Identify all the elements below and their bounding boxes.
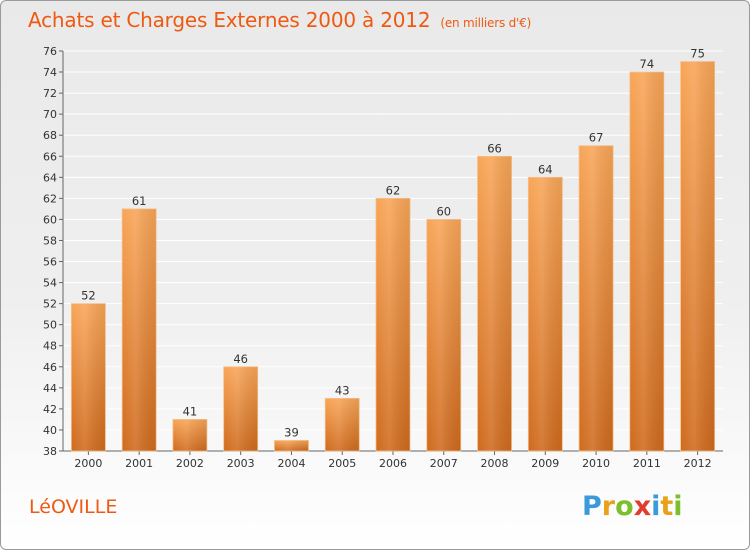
y-tick-label: 52	[43, 298, 57, 311]
data-label: 52	[81, 289, 96, 303]
data-label: 74	[640, 57, 655, 71]
x-tick-label: 2004	[277, 457, 305, 470]
bar-sheen	[172, 419, 207, 451]
y-tick-label: 74	[43, 66, 57, 79]
bar-sheen	[528, 177, 563, 451]
x-tick-label: 2007	[430, 457, 458, 470]
y-tick-label: 56	[43, 256, 57, 269]
data-label: 67	[589, 131, 604, 145]
x-tick-label: 2009	[531, 457, 559, 470]
chart-subtitle: (en milliers d'€)	[440, 16, 532, 30]
y-tick-label: 40	[43, 424, 57, 437]
bar-sheen	[325, 398, 360, 451]
x-tick-label: 2000	[74, 457, 102, 470]
logo-letter: t	[660, 491, 674, 522]
data-label: 46	[233, 352, 248, 366]
logo-letter: o	[615, 491, 634, 522]
bar-sheen	[579, 145, 614, 451]
y-tick-label: 54	[43, 277, 57, 290]
proxiti-logo[interactable]: Proxiti	[582, 491, 683, 522]
x-tick-label: 2003	[227, 457, 255, 470]
y-tick-label: 70	[43, 108, 57, 121]
bar-sheen	[122, 208, 157, 451]
data-label: 41	[183, 404, 198, 418]
y-tick-label: 76	[43, 45, 57, 58]
bar-sheen	[629, 72, 664, 451]
data-label: 75	[690, 47, 705, 61]
data-label: 43	[335, 383, 350, 397]
data-label: 39	[284, 425, 299, 439]
x-tick-label: 2012	[684, 457, 712, 470]
data-label: 61	[132, 194, 147, 208]
data-label: 60	[436, 204, 451, 218]
y-tick-label: 38	[43, 445, 57, 458]
data-label: 66	[487, 141, 502, 155]
logo-letter: x	[633, 491, 652, 522]
logo-letter: i	[673, 491, 683, 522]
bar-sheen	[376, 198, 410, 451]
bar-sheen	[426, 219, 461, 451]
data-label: 64	[538, 162, 553, 176]
y-tick-label: 48	[43, 340, 57, 353]
data-label: 62	[386, 183, 401, 197]
x-tick-label: 2001	[125, 457, 153, 470]
bar-sheen	[477, 156, 512, 451]
bar-sheen	[274, 440, 309, 451]
x-tick-label: 2010	[582, 457, 610, 470]
bar-sheen	[223, 366, 258, 451]
y-tick-label: 46	[43, 361, 57, 374]
y-tick-label: 64	[43, 171, 57, 184]
logo-letter: P	[582, 491, 602, 522]
logo-letter: i	[651, 491, 661, 522]
y-tick-label: 68	[43, 129, 57, 142]
x-tick-label: 2005	[328, 457, 356, 470]
x-tick-label: 2011	[633, 457, 661, 470]
bar-layer	[70, 61, 716, 452]
chart-title: Achats et Charges Externes 2000 à 2012 (e…	[28, 8, 531, 32]
y-tick-label: 66	[43, 150, 57, 163]
x-tick-label: 2008	[481, 457, 509, 470]
y-tick-label: 44	[43, 382, 57, 395]
bar-sheen	[680, 61, 715, 452]
y-tick-label: 42	[43, 403, 57, 416]
y-tick-label: 72	[43, 87, 57, 100]
y-tick-label: 50	[43, 319, 57, 332]
chart-title-text: Achats et Charges Externes 2000 à 2012	[28, 8, 431, 32]
logo-letter: r	[601, 491, 616, 522]
commune-name: LéOVILLE	[29, 496, 118, 518]
x-tick-label: 2002	[176, 457, 204, 470]
y-tick-label: 58	[43, 234, 57, 247]
y-tick-label: 62	[43, 192, 57, 205]
bar-sheen	[71, 303, 106, 451]
x-tick-label: 2006	[379, 457, 407, 470]
y-tick-label: 60	[43, 213, 57, 226]
label-layer: 52 61 41 46 39 43 62 60 66 64 67 74 75	[81, 47, 705, 440]
